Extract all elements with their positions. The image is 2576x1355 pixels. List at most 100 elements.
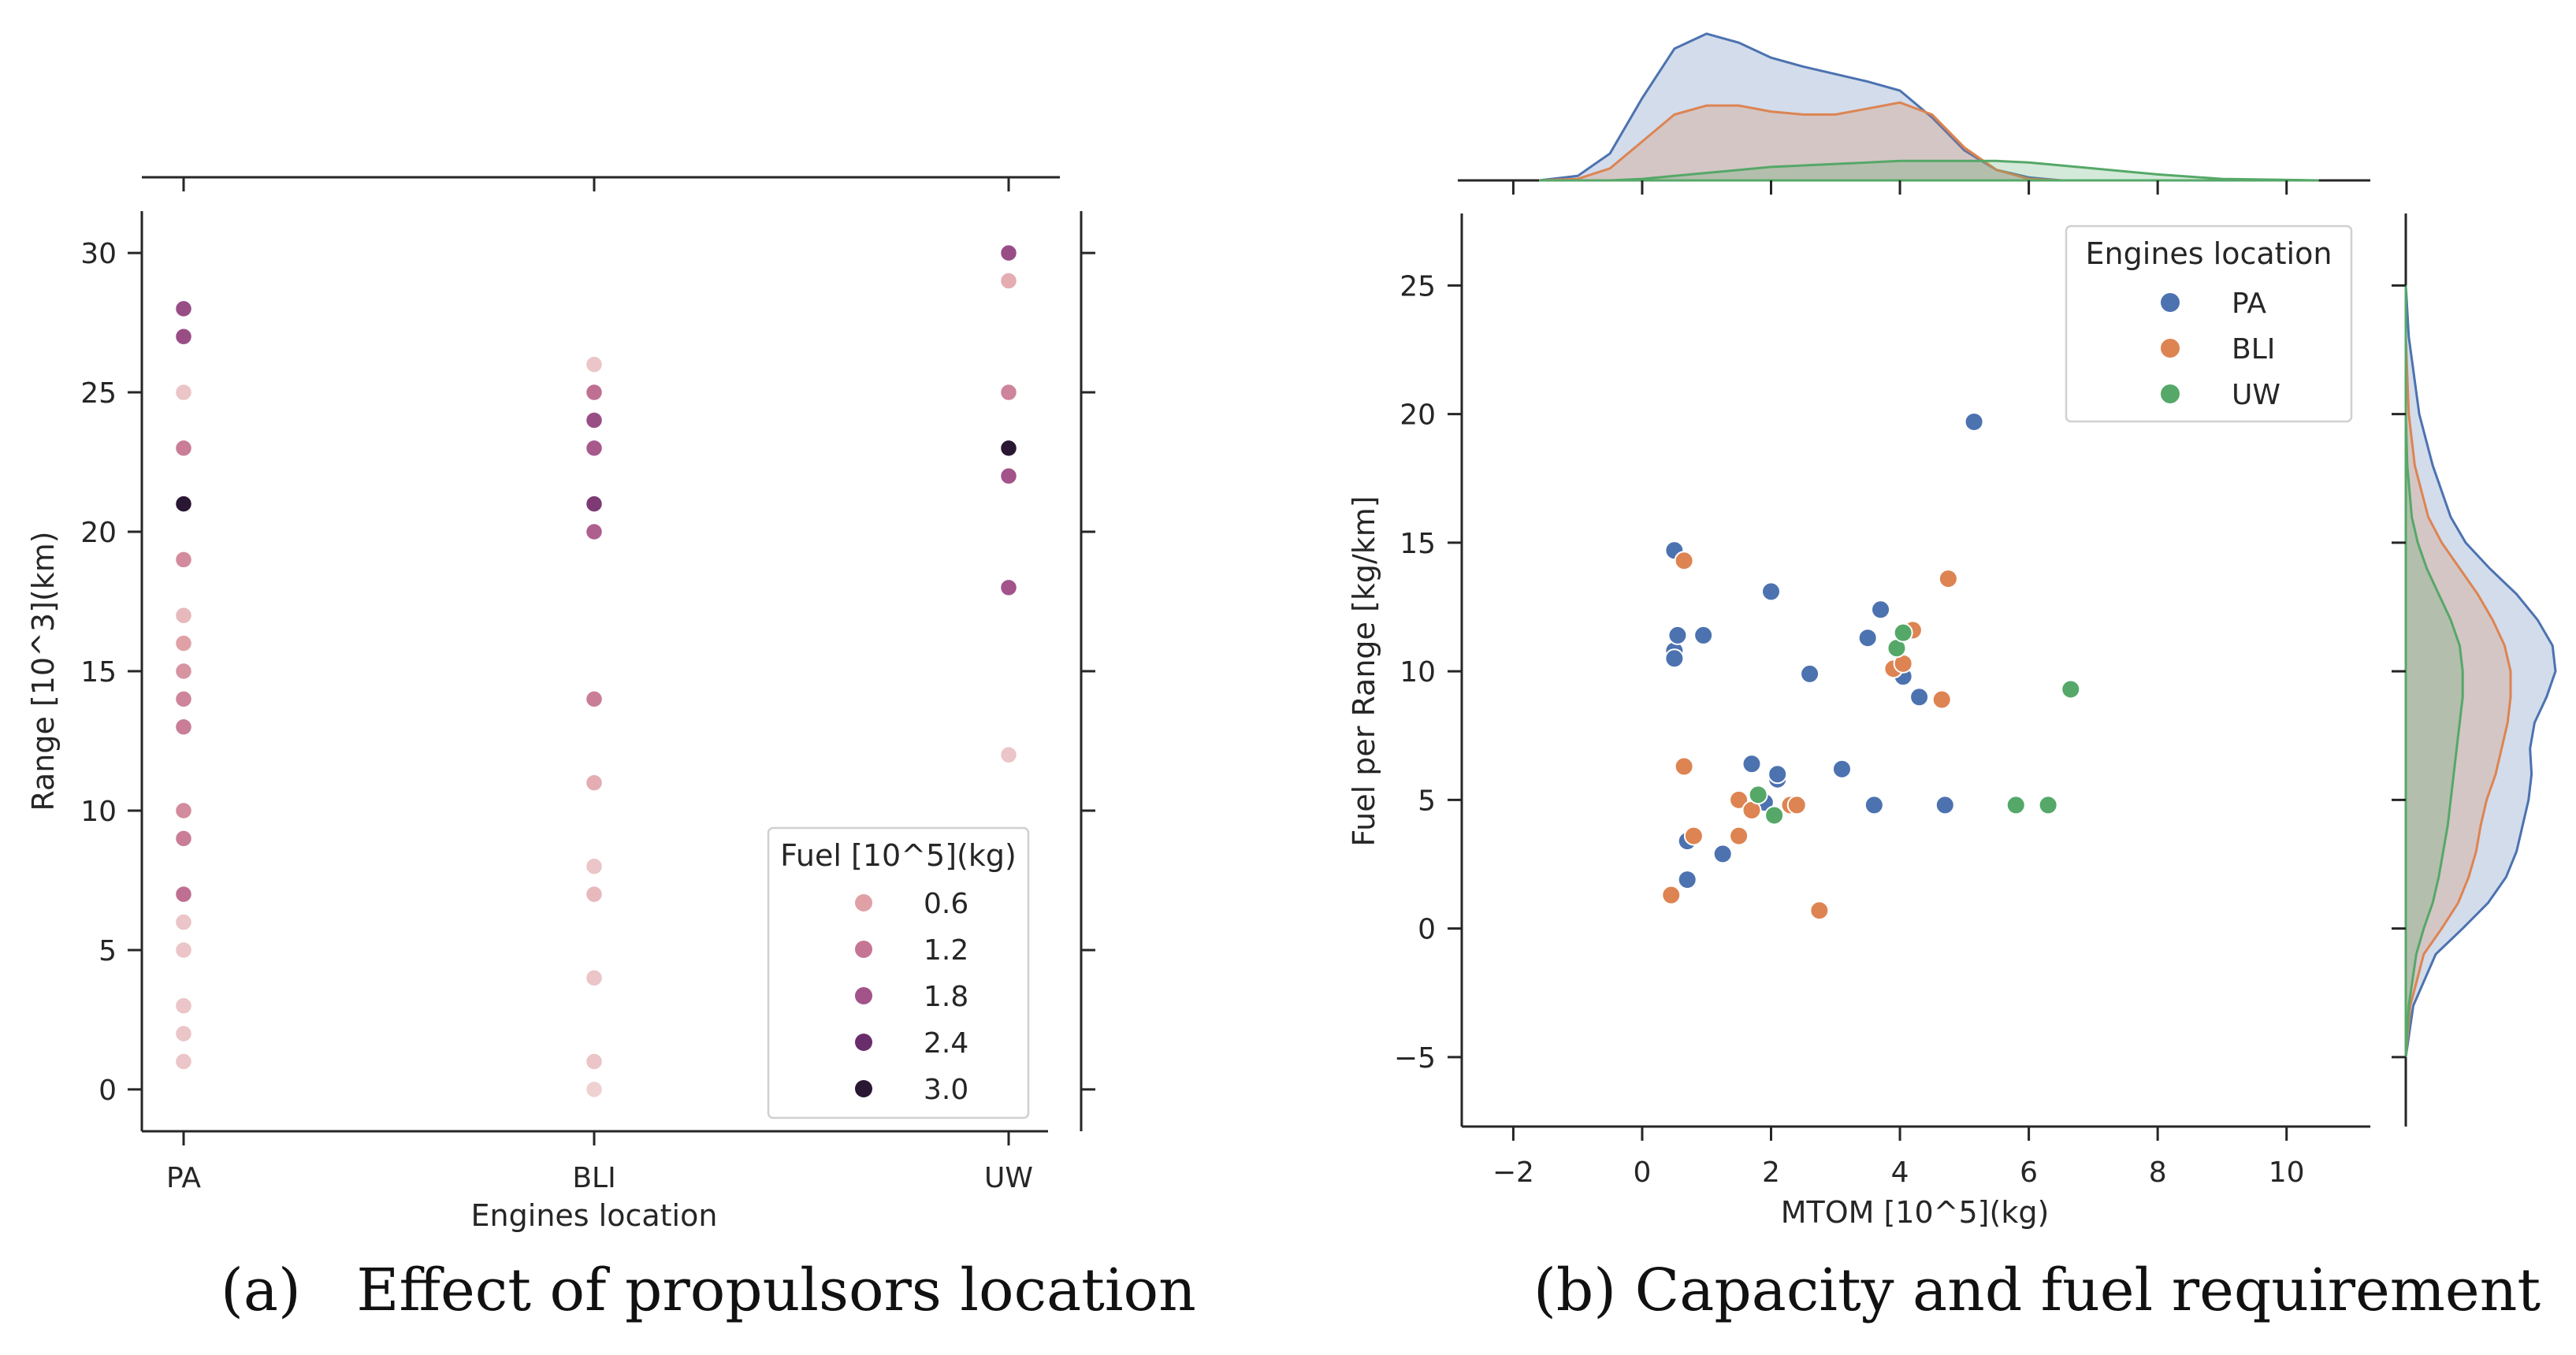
panel-a-data-point [585, 355, 604, 373]
panel-a-data-point [999, 383, 1018, 402]
panel-b-data-point-uw [1893, 622, 1913, 643]
panel-b-data-point-pa [1693, 625, 1714, 645]
panel-a-data-point [174, 801, 193, 820]
panel-b-legend-box [2065, 225, 2353, 423]
panel-b-data-point-pa [1768, 764, 1788, 785]
panel-b-right-marginal-kde [2404, 285, 2557, 1058]
panel-b-legend-entries: PA BLI UW [2161, 288, 2280, 411]
panel-b-data-point-bli [1674, 756, 1694, 777]
panel-b-y-axis-label: Fuel per Range [kg/km] [1347, 496, 1381, 846]
panel-a-x-tick-label: BLI [572, 1162, 615, 1194]
panel-a-data-point [999, 243, 1018, 262]
panel-a-data-point [174, 913, 193, 931]
panel-a-legend-label: 0.6 [924, 888, 968, 920]
panel-b-right-kde-bli [2404, 285, 2512, 1058]
panel-b-data-point-pa [1712, 844, 1733, 864]
panel-b-data-point-pa [1864, 795, 1884, 815]
panel-b-data-point-pa [1857, 628, 1878, 648]
panel-b-x-ticks: −2 0 2 4 6 8 10 [1492, 1127, 2305, 1189]
panel-b-x-tick-label: 4 [1891, 1156, 1909, 1189]
panel-b-top-kde-uw [1539, 159, 2319, 182]
panel-a-data-point [174, 997, 193, 1015]
panel-a-legend-marker [855, 894, 872, 911]
panel-a-caption: (a) Effect of propulsors location [221, 1257, 1196, 1324]
panel-a-legend-entries: 0.6 1.2 1.8 2.4 3.0 [855, 888, 968, 1106]
panel-a-data-point [174, 1052, 193, 1071]
panel-b-y-tick-label: 20 [1400, 399, 1436, 432]
panel-b-top-marginal-kde [1538, 32, 2319, 182]
panel-b-data-point-pa [1909, 687, 1930, 707]
panel-a-data-point [174, 328, 193, 346]
panel-b-data-point-pa [1935, 795, 1955, 815]
panel-a-y-tick-label: 25 [80, 377, 117, 410]
panel-b-right-marginal-ticks [2392, 284, 2406, 1059]
panel-a-data-point [999, 272, 1018, 290]
panel-a-data-point [174, 718, 193, 737]
panel-a-data-point [585, 383, 604, 402]
panel-b-y-tick-label: 5 [1418, 785, 1436, 817]
panel-b-legend-label: UW [2232, 379, 2280, 411]
panel-b-x-tick-label: −2 [1492, 1156, 1534, 1189]
panel-b-x-tick-label: 0 [1634, 1156, 1652, 1189]
panel-a-data-point [174, 941, 193, 960]
panel-a-data-point [174, 830, 193, 848]
panel-a-data-point [174, 551, 193, 569]
panel-b-data-point-bli [1931, 689, 1952, 710]
panel-a-y-tick-label: 30 [80, 238, 117, 270]
panel-b-data-point-bli [1809, 900, 1830, 921]
panel-b-points [1661, 411, 2081, 921]
panel-a-y-tick-label: 15 [80, 656, 117, 689]
panel-a-y-tick-label: 20 [80, 517, 117, 549]
panel-b-legend-marker [2161, 339, 2180, 358]
panel-b-data-point-uw [2038, 795, 2058, 815]
panel-b-data-point-bli [1674, 551, 1694, 571]
panel-a-data-point [999, 439, 1018, 458]
panel-b-data-point-pa [1964, 411, 1984, 432]
panel-b-data-point-pa [1871, 600, 1891, 620]
panel-a-data-point [585, 1080, 604, 1099]
panel-a-x-tick-label: PA [166, 1162, 201, 1194]
panel-a-data-point [174, 634, 193, 652]
panel-a-data-point [174, 885, 193, 904]
panel-a-data-point [585, 522, 604, 541]
panel-a-data-point [585, 969, 604, 987]
panel-b-data-point-pa [1664, 648, 1685, 669]
panel-b-x-tick-label: 2 [1762, 1156, 1780, 1189]
panel-b-mtom-vs-fuel-per-range: −5 0 5 10 15 20 25 −2 0 2 4 6 8 10 Fuel per Range [k… [1347, 32, 2557, 1324]
panel-a-legend-marker [855, 941, 872, 958]
panel-a-x-axis-label: Engines location [471, 1198, 718, 1233]
panel-a-data-point [585, 690, 604, 708]
panel-b-data-point-uw [2005, 795, 2026, 815]
panel-a-data-point [585, 495, 604, 513]
panel-b-y-tick-label: 10 [1400, 656, 1436, 689]
panel-b-caption: (b) Capacity and fuel requirement [1533, 1257, 2541, 1324]
panel-a-range-vs-engine-location: 0 5 10 15 20 25 30 PA BLI UW Range [10^3](km) En… [26, 176, 1196, 1324]
panel-a-legend-label: 1.8 [924, 981, 968, 1013]
panel-a-data-point [585, 774, 604, 792]
panel-b-top-marginal-ticks [1511, 180, 2288, 195]
panel-a-points [174, 243, 1018, 1099]
panel-b-data-point-uw [2061, 679, 2081, 700]
panel-a-data-point [585, 439, 604, 458]
panel-b-data-point-bli [1683, 826, 1704, 846]
panel-b-data-point-uw [1764, 805, 1785, 826]
panel-a-legend-title: Fuel [10^5](kg) [780, 838, 1017, 873]
panel-a-legend-marker [855, 1080, 872, 1097]
panel-b-data-point-pa [1800, 663, 1820, 684]
panel-b-right-kde-uw [2404, 285, 2464, 1057]
panel-a-y-tick-label: 10 [80, 796, 117, 828]
panel-b-x-tick-label: 10 [2269, 1156, 2305, 1189]
panel-b-legend-label: PA [2232, 288, 2266, 320]
panel-b-right-kde-pa [2404, 285, 2557, 1058]
panel-a-x-tick-label: UW [984, 1162, 1033, 1194]
panel-a-y-tick-label: 0 [99, 1075, 117, 1107]
panel-a-legend: Fuel [10^5](kg) 0.6 1.2 1.8 2.4 3.0 [767, 826, 1030, 1119]
panel-a-data-point [585, 411, 604, 429]
panel-b-x-tick-label: 8 [2149, 1156, 2167, 1189]
panel-a-y-ticks: 0 5 10 15 20 25 30 [80, 238, 1095, 1107]
panel-b-legend-marker [2161, 293, 2180, 312]
panel-a-data-point [174, 439, 193, 458]
panel-a-data-point [585, 1052, 604, 1071]
panel-a-data-point [174, 662, 193, 681]
